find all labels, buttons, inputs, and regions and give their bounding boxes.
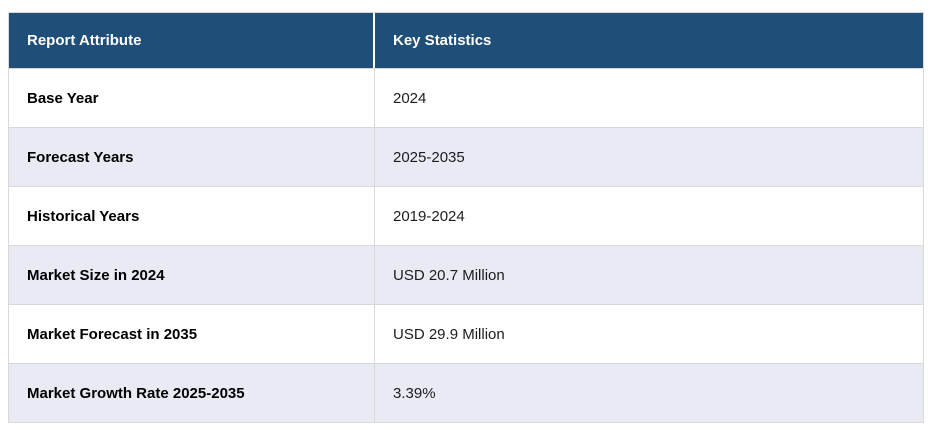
table-row: Market Growth Rate 2025-2035 3.39%: [9, 363, 923, 422]
attribute-cell-market-forecast-2035: Market Forecast in 2035: [9, 304, 375, 363]
value-cell-market-growth-rate: 3.39%: [375, 363, 923, 422]
value-cell-market-forecast-2035: USD 29.9 Million: [375, 304, 923, 363]
key-statistics-table: Report Attribute Key Statistics Base Yea…: [9, 13, 923, 422]
table-row: Market Forecast in 2035 USD 29.9 Million: [9, 304, 923, 363]
column-header-key-statistics: Key Statistics: [375, 13, 923, 68]
report-attributes-table: Report Attribute Key Statistics Base Yea…: [8, 12, 924, 423]
table-row: Historical Years 2019-2024: [9, 186, 923, 245]
attribute-cell-market-size-2024: Market Size in 2024: [9, 245, 375, 304]
attribute-cell-market-growth-rate: Market Growth Rate 2025-2035: [9, 363, 375, 422]
value-cell-base-year: 2024: [375, 68, 923, 127]
table-row: Base Year 2024: [9, 68, 923, 127]
table-row: Forecast Years 2025-2035: [9, 127, 923, 186]
table-header-row: Report Attribute Key Statistics: [9, 13, 923, 68]
table-row: Market Size in 2024 USD 20.7 Million: [9, 245, 923, 304]
value-cell-historical-years: 2019-2024: [375, 186, 923, 245]
attribute-cell-historical-years: Historical Years: [9, 186, 375, 245]
attribute-cell-base-year: Base Year: [9, 68, 375, 127]
column-header-report-attribute: Report Attribute: [9, 13, 375, 68]
value-cell-forecast-years: 2025-2035: [375, 127, 923, 186]
attribute-cell-forecast-years: Forecast Years: [9, 127, 375, 186]
value-cell-market-size-2024: USD 20.7 Million: [375, 245, 923, 304]
